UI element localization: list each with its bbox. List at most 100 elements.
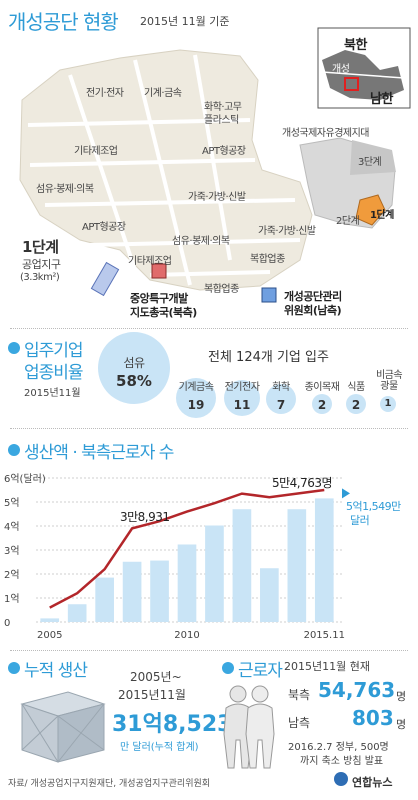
map-label-machine: 기계·금속: [144, 88, 182, 99]
complex-map: [19, 27, 411, 303]
map-label-leather1: 가죽·가방·신발: [188, 192, 246, 203]
production-title: 생산액 · 북측근로자 수: [24, 443, 174, 463]
committee-line2: 위원회(남측): [284, 304, 342, 317]
y-tick-label: 6억(달러): [4, 473, 46, 485]
map-label-mixed1: 복합업종: [250, 254, 285, 265]
divider-3: [10, 650, 408, 651]
value-electric: 11: [233, 398, 251, 412]
reference-date: 2015년 11월 기준: [140, 15, 230, 28]
bubble-machine: [176, 378, 216, 418]
annotation-end: 5만4,763명: [272, 476, 333, 490]
value-machine: 19: [187, 398, 205, 412]
inset-border: [321, 71, 405, 79]
label-machine: 기계금속: [178, 382, 214, 393]
tenants-total: 전체 124개 기업 입주: [208, 350, 329, 365]
complex-land: [19, 49, 313, 291]
map-label-textile1: 섬유·봉제·의복: [36, 184, 94, 195]
x-tick-label: 2015.11: [304, 630, 345, 641]
label-mineral: 비금속 광물: [375, 370, 403, 392]
tenants-bullet: [8, 342, 20, 354]
production-bullet: [8, 444, 20, 456]
y-tick-label: 5억: [4, 497, 20, 509]
label-food: 식품: [347, 382, 365, 393]
workers-note2: 까지 축소 방침 발표: [300, 756, 384, 767]
tenants-title-line1: 입주기업: [24, 341, 84, 361]
workers-note1: 2016.2.7 정부, 500명: [288, 742, 389, 753]
tenants-title-line2: 업종비율: [24, 363, 84, 383]
production-bar: [232, 509, 252, 622]
tenants-date: 2015년11월: [24, 388, 81, 399]
south-label: 남측: [288, 716, 311, 730]
cumulative-amount: 31억8,523: [112, 712, 233, 737]
map-label-apt2: APT형공장: [82, 222, 126, 233]
phase1-small-label: 1단계: [370, 210, 394, 221]
production-bar: [260, 568, 279, 622]
value-food: 2: [351, 398, 361, 412]
bubble-electric: [224, 380, 260, 416]
production-chart: 6억(달러) 5억 4억 3억 2억 1억 0 2005 2010 2015.11: [4, 473, 350, 641]
map-label-etc2: 기타제조업: [128, 256, 172, 267]
phase2-label: 2단계: [336, 216, 360, 227]
south-unit: 명: [396, 718, 407, 731]
cumulative-period2: 2015년11월: [118, 688, 186, 702]
label-chem: 화학: [272, 382, 290, 393]
map-label-leather2: 가죽·가방·신발: [258, 226, 316, 237]
production-bar: [95, 577, 114, 622]
phase3-label: 3단계: [358, 157, 382, 168]
y-tick-label: 2억: [4, 569, 20, 581]
inset-north: 북한: [344, 38, 367, 53]
divider-1: [10, 328, 408, 329]
north-label: 북측: [288, 688, 311, 702]
committee-line1: 개성공단관리: [284, 290, 342, 303]
central-office-line1: 중앙특구개발: [130, 292, 188, 305]
main-bubble: [98, 332, 170, 404]
value-chem: 7: [276, 398, 286, 412]
y-tick-label: 1억: [4, 593, 20, 605]
bubble-food: [346, 394, 366, 414]
central-office-line2: 지도총국(북측): [130, 306, 197, 319]
production-bar: [177, 544, 197, 622]
label-paper: 종이목재: [304, 382, 340, 393]
x-tick-label: 2005: [37, 630, 62, 641]
crate-icon: [20, 691, 106, 763]
map-label-mixed2: 복합업종: [204, 284, 239, 295]
workers-line: [49, 488, 325, 609]
inset-marker: [344, 77, 359, 91]
phase1-title: 1단계: [22, 238, 59, 256]
inset-city: 개성: [332, 64, 350, 75]
inset-south: 남한: [370, 92, 393, 107]
cumulative-title: 누적 생산: [24, 661, 88, 681]
workers-date: 2015년11월 현재: [284, 660, 370, 673]
footer-source: 자료/ 개성공업지구지원재단, 개성공업지구관리위원회: [8, 779, 211, 789]
map-label-apt1: APT형공장: [202, 146, 246, 157]
annotation-prod-line1: 5억1,549만: [346, 500, 401, 513]
x-tick-label: 2010: [174, 630, 199, 641]
road-grid: [27, 54, 301, 286]
econ-zone-title: 개성국제자유경제지대: [282, 128, 370, 139]
annotation-prod-line2: 달러: [350, 514, 370, 527]
workers-icon: [223, 685, 275, 769]
main-bubble-label: 섬유: [123, 356, 145, 370]
y-tick-label: 0: [4, 618, 10, 629]
north-unit: 명: [396, 690, 407, 703]
map-label-chem: 화학·고무: [204, 102, 242, 113]
production-bar: [314, 498, 334, 622]
committee-marker: [261, 287, 277, 303]
y-tick-label: 4억: [4, 521, 20, 533]
cumulative-period1: 2005년~: [130, 670, 182, 684]
north-value: 54,763: [318, 678, 396, 702]
production-bar: [67, 604, 87, 622]
y-tick-label: 3억: [4, 545, 20, 557]
bubble-mineral: [380, 396, 396, 412]
cumulative-unit: 만 달러(누적 합계): [120, 742, 199, 753]
footer-brand: 연합뉴스: [352, 776, 393, 789]
central-office-marker: [151, 263, 167, 279]
main-bubble-value: 58%: [116, 372, 152, 390]
workers-bullet: [222, 662, 234, 674]
bubble-chem: [266, 384, 296, 414]
value-paper: 2: [317, 398, 327, 412]
production-bar: [205, 525, 224, 622]
phase3-area: [350, 140, 396, 175]
page-title: 개성공단 현황: [8, 10, 119, 34]
south-value: 803: [352, 706, 394, 730]
